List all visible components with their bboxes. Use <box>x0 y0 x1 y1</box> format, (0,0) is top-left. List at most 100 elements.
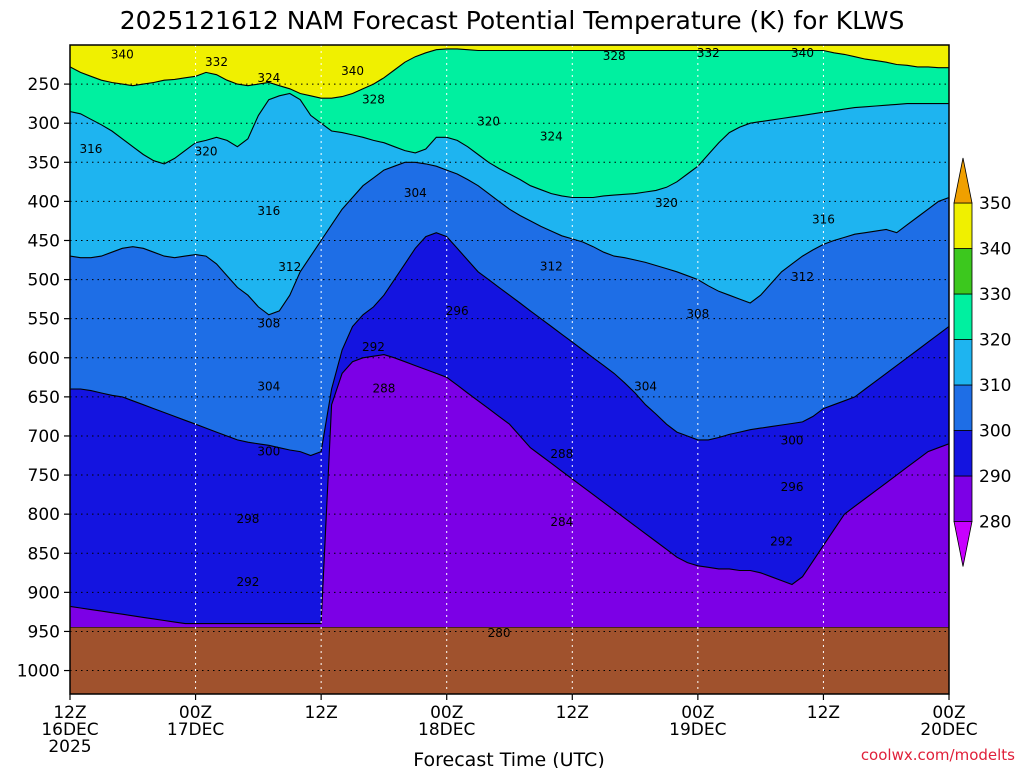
contour-label: 308 <box>257 316 280 330</box>
isentrope-330 <box>70 48 949 99</box>
y-tick-label: 400 <box>28 192 60 212</box>
x-tick-label: 00Z <box>681 703 714 723</box>
contour-label: 292 <box>362 340 385 354</box>
x-tick-label: 00Z <box>932 703 965 723</box>
colorbar-swatch <box>953 293 973 340</box>
y-tick-label: 700 <box>28 427 60 447</box>
colorbar-swatch <box>953 202 973 249</box>
contour-label: 288 <box>550 447 573 461</box>
x-axis-label: Forecast Time (UTC) <box>413 749 604 768</box>
x-tick-label: 17DEC <box>167 720 224 740</box>
colorbar-swatch <box>953 430 973 477</box>
contour-label: 328 <box>603 49 626 63</box>
contour-label: 340 <box>791 46 814 60</box>
contour-label: 340 <box>341 64 364 78</box>
x-tick-label: 00Z <box>430 703 463 723</box>
contour-label: 332 <box>697 46 720 60</box>
contour-label: 312 <box>791 270 814 284</box>
isentrope-310 <box>70 161 949 316</box>
contour-label: 284 <box>550 515 573 529</box>
y-tick-label: 750 <box>28 466 60 486</box>
colorbar-max-arrow <box>953 157 973 204</box>
colorbar-label: 310 <box>979 376 1011 396</box>
y-tick-label: 950 <box>28 622 60 642</box>
contour-label: 296 <box>446 304 469 318</box>
contour-label: 316 <box>257 204 280 218</box>
colorbar-label: 330 <box>979 285 1011 305</box>
x-tick-label: 16DEC <box>41 720 98 740</box>
contour-label: 332 <box>205 55 228 69</box>
contour-label: 340 <box>111 47 134 61</box>
contour-label: 316 <box>812 212 835 226</box>
y-tick-label: 450 <box>28 231 60 251</box>
y-tick-label: 900 <box>28 583 60 603</box>
x-tick-label: 12Z <box>305 703 338 723</box>
contour-label: 292 <box>236 575 259 589</box>
contour-lines <box>70 48 949 629</box>
colorbar-swatch <box>953 384 973 431</box>
isentrope-320 <box>70 92 949 199</box>
filled-bands <box>70 45 949 694</box>
colorbar-min-arrow <box>953 521 973 567</box>
contour-label: 304 <box>634 380 657 394</box>
x-tick-label: 12Z <box>556 703 589 723</box>
y-tick-label: 800 <box>28 505 60 525</box>
x-tick-label: 19DEC <box>669 720 726 740</box>
x-tick-label: 12Z <box>807 703 840 723</box>
contour-label: 288 <box>372 381 395 395</box>
contour-label: 298 <box>236 512 259 526</box>
contour-label: 320 <box>655 196 678 210</box>
gridlines <box>70 45 949 694</box>
contour-labels: 340 332 324 340 328 320 324 328 332 340 316 320 316 3… <box>79 46 834 640</box>
contour-label: 296 <box>781 480 804 494</box>
contour-label: 316 <box>79 142 102 156</box>
colorbar-label: 350 <box>979 194 1011 214</box>
colorbar-label: 290 <box>979 467 1011 487</box>
x-tick-label: 2025 <box>48 737 91 757</box>
contour-label: 312 <box>278 260 301 274</box>
contour-label: 312 <box>540 259 563 273</box>
isentrope-290 <box>70 354 949 625</box>
contour-label: 292 <box>770 535 793 549</box>
band-below-290 <box>70 354 949 694</box>
x-tick-label: 12Z <box>53 703 86 723</box>
y-tick-label: 600 <box>28 349 60 369</box>
y-tick-label: 250 <box>28 75 60 95</box>
contour-label: 300 <box>781 434 804 448</box>
plot-frame <box>69 44 950 695</box>
y-tick-label: 350 <box>28 153 60 173</box>
chart-title: 2025121612 NAM Forecast Potential Temper… <box>120 6 905 35</box>
y-tick-label: 850 <box>28 544 60 564</box>
y-tick-label: 300 <box>28 114 60 134</box>
y-axis: 250 300 350 400 450 500 550 600 650 700 750 800 850 9… <box>17 75 70 682</box>
x-tick-label: 00Z <box>179 703 212 723</box>
y-tick-label: 650 <box>28 388 60 408</box>
contour-label: 308 <box>686 307 709 321</box>
contour-label: 300 <box>257 445 280 459</box>
colorbar-swatch <box>953 339 973 386</box>
contour-label: 320 <box>477 115 500 129</box>
contour-label: 320 <box>195 144 218 158</box>
x-tick-label: 20DEC <box>920 720 977 740</box>
x-tick-label: 18DEC <box>418 720 475 740</box>
plot-area: 340 332 324 340 328 320 324 328 332 340 316 320 316 3… <box>70 45 949 694</box>
contour-label: 280 <box>488 626 511 640</box>
colorbar-label: 340 <box>979 240 1011 260</box>
credit-text: coolwx.com/modelts <box>861 746 1015 764</box>
colorbar-swatch <box>953 248 973 295</box>
colorbar: 280 290 300 310 320 330 340 350 <box>953 157 1011 567</box>
contour-label: 304 <box>404 186 427 200</box>
colorbar-label: 280 <box>979 513 1011 533</box>
colorbar-label: 320 <box>979 331 1011 351</box>
contour-label: 324 <box>257 71 280 85</box>
y-tick-label: 550 <box>28 310 60 330</box>
contour-label: 324 <box>540 129 563 143</box>
ground-surface <box>70 627 949 694</box>
contour-label: 304 <box>257 380 280 394</box>
colorbar-label: 300 <box>979 422 1011 442</box>
colorbar-swatch <box>953 475 973 522</box>
contour-label: 328 <box>362 93 385 107</box>
y-tick-label: 1000 <box>17 662 60 682</box>
